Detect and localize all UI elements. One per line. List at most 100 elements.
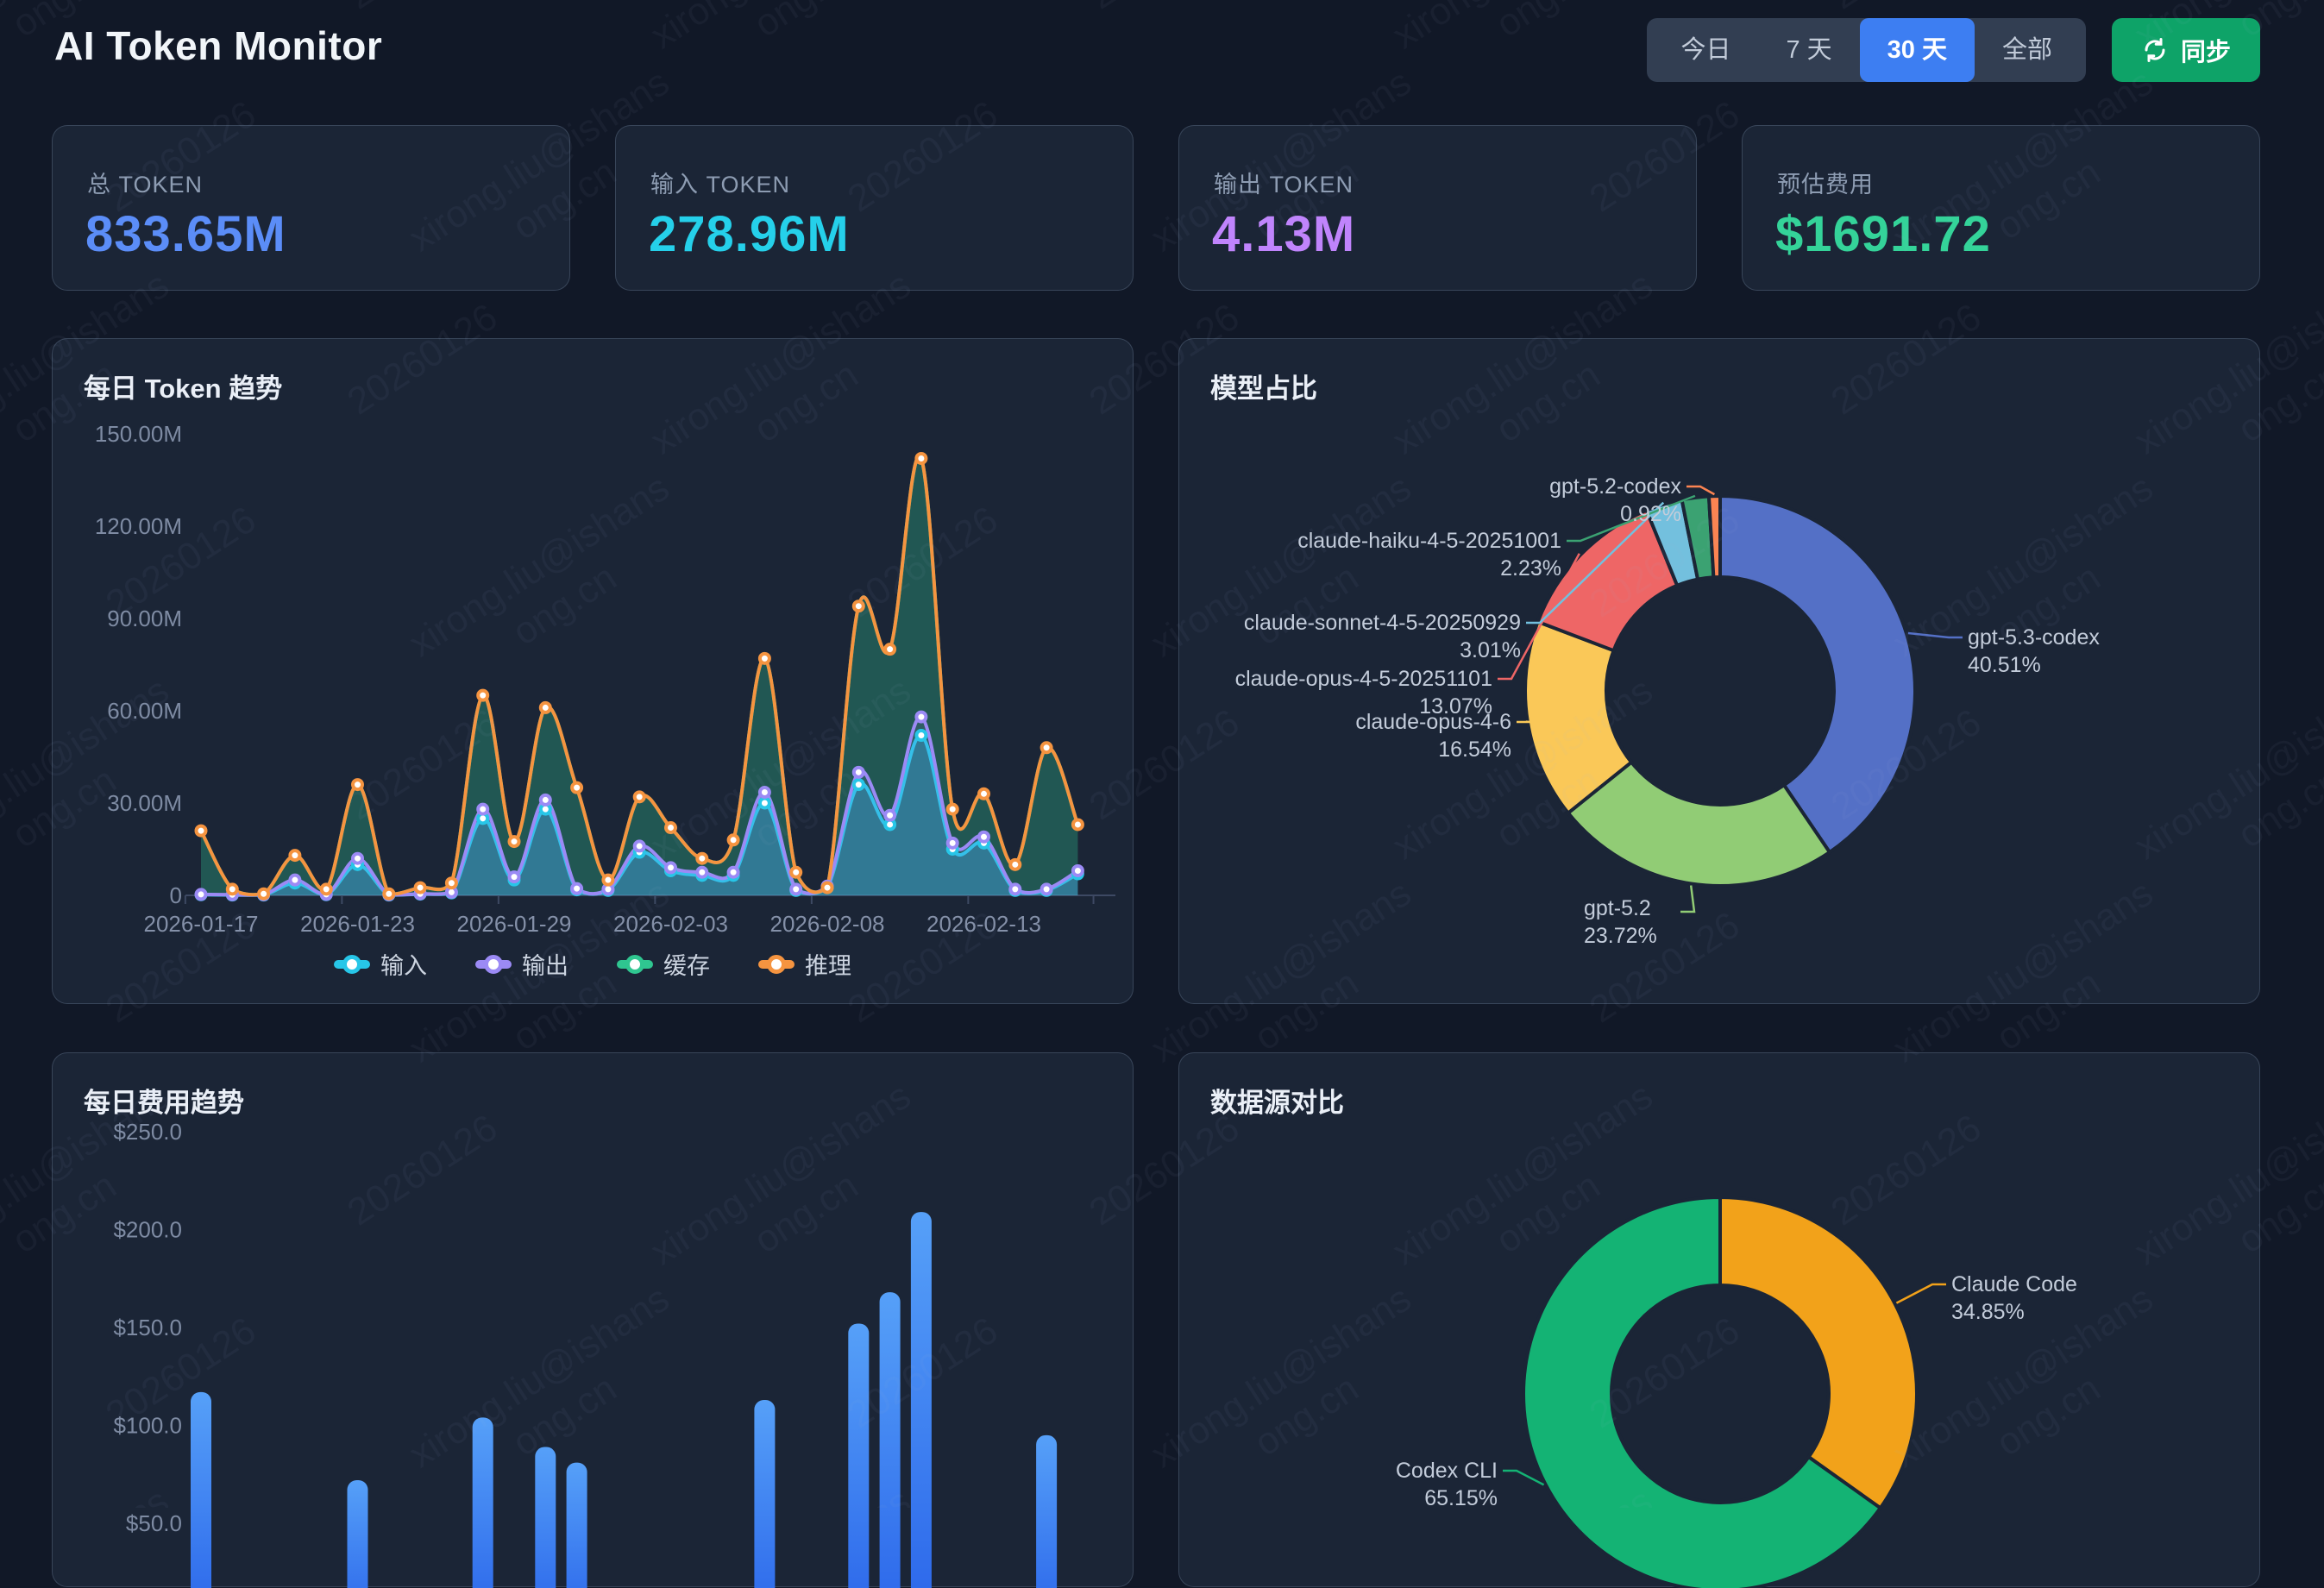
data-point (197, 826, 206, 836)
data-point (885, 811, 895, 820)
label-leader-line (1680, 885, 1694, 912)
donut-label-percent: 0.92% (1549, 500, 1681, 528)
stat-value: $1691.72 (1775, 205, 1991, 263)
donut-label-name: claude-haiku-4-5-20251001 (1297, 527, 1561, 555)
cost-bar (911, 1212, 932, 1588)
data-point (791, 884, 801, 894)
donut-label-percent: 34.85% (1951, 1298, 2077, 1326)
stat-value: 4.13M (1212, 205, 1355, 263)
data-point (854, 768, 864, 777)
header: AI Token Monitor 今日 7 天 30 天 全部 同步 (0, 0, 2324, 104)
data-point (541, 703, 550, 712)
y-axis-tick-label: 0 (170, 882, 182, 908)
data-point (823, 883, 832, 893)
legend-marker-icon (617, 960, 653, 969)
donut-label-percent: 3.01% (1244, 637, 1521, 664)
stat-label: 输入 TOKEN (650, 166, 790, 199)
legend-item-输入[interactable]: 输入 (334, 947, 427, 981)
legend-item-推理[interactable]: 推理 (758, 947, 851, 981)
data-point (478, 805, 487, 814)
sync-button[interactable]: 同步 (2112, 18, 2260, 82)
data-point (478, 691, 487, 700)
y-axis-tick-label: 90.00M (107, 606, 182, 631)
range-button-7d[interactable]: 7 天 (1758, 24, 1859, 76)
data-point (760, 788, 769, 797)
data-point (885, 644, 895, 654)
legend-label: 推理 (805, 947, 851, 981)
donut-label-name: gpt-5.2-codex (1549, 473, 1681, 500)
data-point (510, 837, 519, 846)
y-axis-tick-label: 60.00M (107, 698, 182, 724)
label-leader-line (1503, 1471, 1544, 1484)
data-point (353, 854, 362, 863)
x-axis-tick-label: 2026-01-29 (457, 911, 572, 937)
legend-item-缓存[interactable]: 缓存 (617, 947, 710, 981)
stat-label: 输出 TOKEN (1214, 166, 1354, 199)
x-axis-tick-label: 2026-02-03 (613, 911, 728, 937)
data-point (760, 798, 769, 807)
data-point (916, 731, 926, 740)
donut-label-name: gpt-5.2 (1584, 894, 1657, 922)
x-axis-tick-label: 2026-01-17 (144, 911, 259, 937)
stat-card-input-token: 输入 TOKEN 278.96M (615, 125, 1134, 291)
donut-slice-Claude Code (1720, 1197, 1917, 1508)
data-point (854, 780, 864, 789)
data-point (572, 783, 581, 793)
refresh-icon (2141, 36, 2169, 64)
data-point (197, 889, 206, 899)
y-axis-tick-label: $250.0 (113, 1119, 182, 1145)
donut-slice-gpt-5.3-codex (1720, 496, 1915, 852)
cost-bar (754, 1400, 775, 1588)
donut-label-percent: 2.23% (1297, 555, 1561, 582)
trend-legend: 输入 输出 缓存 推理 (53, 947, 1133, 981)
range-button-today[interactable]: 今日 (1653, 24, 1758, 76)
data-source-donut-chart (1179, 1053, 2261, 1588)
data-point (384, 889, 393, 899)
data-point (353, 780, 362, 789)
dashboard-page: { "header": { "title": "AI Token Monitor… (0, 0, 2324, 1508)
x-axis-tick-label: 2026-02-08 (770, 911, 885, 937)
donut-label-name: gpt-5.3-codex (1968, 624, 2100, 651)
watermark-text: 20260126 (2264, 458, 2324, 666)
label-leader-line (1686, 486, 1714, 494)
donut-label-percent: 23.72% (1584, 922, 1657, 950)
daily-cost-trend-chart: $250.0$200.0$150.0$100.0$50.0 (53, 1053, 1134, 1588)
legend-marker-icon (475, 960, 512, 969)
data-point (259, 889, 268, 899)
donut-label-percent: 13.07% (1235, 693, 1492, 720)
data-point (791, 868, 801, 877)
data-point (697, 854, 707, 863)
daily-token-trend-chart: 150.00M120.00M90.00M60.00M30.00M02026-01… (53, 339, 1134, 1005)
data-point (916, 712, 926, 722)
y-axis-tick-label: 120.00M (95, 513, 182, 539)
data-point (322, 884, 331, 894)
data-point (1042, 743, 1052, 752)
donut-label-name: Claude Code (1951, 1271, 2077, 1298)
donut-label-name: claude-sonnet-4-5-20250929 (1244, 609, 1521, 637)
sync-button-label: 同步 (2181, 32, 2231, 68)
range-button-all[interactable]: 全部 (1975, 24, 2080, 76)
data-point (290, 850, 299, 860)
stat-label: 预估费用 (1777, 166, 1874, 199)
range-button-30d[interactable]: 30 天 (1860, 18, 1975, 82)
y-axis-tick-label: $100.0 (113, 1413, 182, 1439)
stat-label: 总 TOKEN (87, 166, 203, 199)
data-point (948, 838, 958, 848)
data-point (635, 792, 644, 801)
legend-label: 输出 (522, 947, 568, 981)
data-point (916, 454, 926, 463)
data-point (1010, 884, 1020, 894)
cost-bar (191, 1392, 211, 1588)
label-leader-line (1896, 1284, 1946, 1303)
y-axis-tick-label: 150.00M (95, 421, 182, 447)
data-point (666, 823, 675, 832)
legend-item-输出[interactable]: 输出 (475, 947, 568, 981)
data-point (1042, 884, 1052, 894)
data-point (697, 868, 707, 877)
y-axis-tick-label: $50.0 (126, 1510, 182, 1536)
data-point (290, 876, 299, 885)
